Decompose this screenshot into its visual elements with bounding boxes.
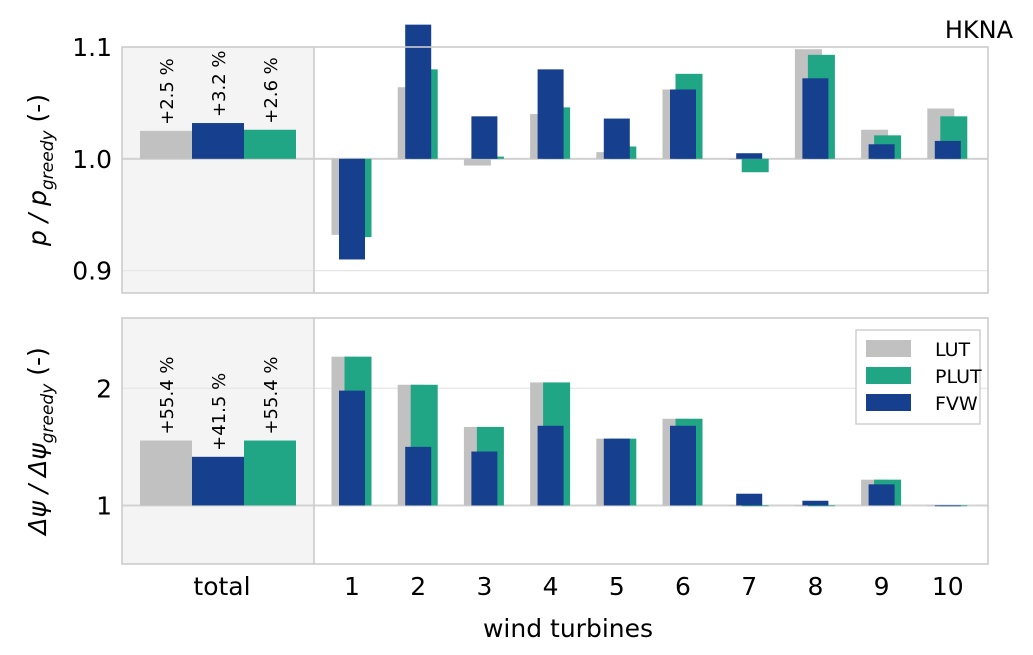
x-tick-label: 10: [932, 572, 964, 601]
power-total-bar-fvw: [192, 123, 244, 159]
power-bar-fvw: [339, 158, 365, 260]
misalignment-bar-fvw: [603, 438, 630, 506]
power-bar-lut: [463, 158, 491, 166]
misalignment-total-bar-lut: [140, 440, 192, 506]
misalignment-total-bar-fvw: [192, 456, 244, 506]
misalignment-bar-fvw: [736, 493, 763, 506]
x-tick-label: 7: [741, 572, 757, 601]
x-tick-label: 1: [344, 572, 360, 601]
power-bar-fvw: [670, 89, 696, 159]
misalignment-total-annotation: +55.4 %: [157, 357, 178, 435]
x-tick-label: 8: [807, 572, 823, 601]
misalignment-bar-fvw: [405, 446, 432, 506]
misalignment-bar-fvw: [339, 390, 365, 506]
misalignment-total-annotation: +55.4 %: [261, 357, 282, 435]
misalignment-bar-fvw: [934, 505, 961, 507]
power-y-tick-label: 1.0: [72, 145, 112, 174]
power-total-bar-plut: [244, 129, 296, 159]
power-bars: [140, 24, 968, 260]
power-bar-fvw: [868, 144, 895, 159]
misalignment-bar-fvw: [868, 484, 895, 506]
x-tick-label-total: total: [193, 572, 250, 601]
power-bar-fvw: [934, 140, 961, 159]
power-y-axis-label: p / pgreedy (-): [23, 94, 58, 247]
x-tick-label: 6: [675, 572, 691, 601]
x-tick-label: 9: [874, 572, 890, 601]
misalignment-annotations: +55.4 % +41.5 % +55.4 %: [157, 357, 282, 451]
x-tick-label: 3: [476, 572, 492, 601]
misalignment-bar-fvw: [802, 500, 829, 506]
legend: LUT PLUT FVW: [855, 329, 982, 425]
x-tick-label: 4: [543, 572, 559, 601]
legend-swatch-lut: [866, 340, 911, 357]
legend-label-fvw: FVW: [935, 393, 978, 415]
misalignment-bars: [140, 356, 968, 507]
power-total-annotation: +3.2 %: [209, 50, 230, 117]
misalignment-bar-fvw: [471, 451, 498, 506]
power-total-bar-lut: [140, 130, 192, 159]
legend-label-plut: PLUT: [935, 366, 982, 388]
power-bar-fvw: [405, 24, 432, 159]
misalignment-y-tick-label: 1: [96, 491, 112, 520]
power-panel: +2.5 % +3.2 % +2.6 % 0.9 1.0 1.1 p / pgreedy…: [23, 24, 989, 294]
x-tick-label: 5: [609, 572, 625, 601]
power-bar-fvw: [471, 116, 498, 159]
x-tick-label: 2: [410, 572, 426, 601]
power-total-annotation: +2.6 %: [261, 57, 282, 124]
power-y-ticks: 0.9 1.0 1.1: [72, 33, 112, 286]
x-axis-label: wind turbines: [483, 614, 653, 643]
misalignment-y-tick-label: 2: [96, 374, 112, 403]
misalignment-bar-plut: [741, 505, 769, 507]
power-total-background: [122, 47, 314, 293]
legend-label-lut: LUT: [935, 339, 971, 361]
power-panel-frame: [121, 46, 989, 294]
misalignment-total-annotation: +41.5 %: [209, 373, 230, 451]
misalignment-y-ticks: 12: [96, 374, 112, 520]
misalignment-total-bar-plut: [244, 440, 296, 506]
power-annotations: +2.5 % +3.2 % +2.6 %: [157, 50, 282, 124]
figure-label: HKNA: [945, 16, 1014, 44]
power-total-annotation: +2.5 %: [157, 58, 178, 125]
power-bar-plut: [741, 158, 769, 173]
power-bar-fvw: [537, 69, 564, 159]
legend-swatch-plut: [866, 367, 911, 384]
misalignment-bar-fvw: [537, 425, 564, 506]
power-y-tick-label: 1.1: [72, 33, 112, 62]
x-ticks: total 1 2 3 4 5 6 7 8 9 10: [193, 572, 963, 601]
misalignment-bar-fvw: [670, 425, 696, 506]
misalignment-y-axis-label: Δψ / Δψgreedy (-): [23, 347, 58, 537]
misalignment-panel: +55.4 % +41.5 % +55.4 % 12 Δψ / Δψgreedy (…: [23, 317, 989, 565]
power-bar-fvw: [736, 153, 763, 159]
power-y-tick-label: 0.9: [72, 257, 112, 286]
power-bar-fvw: [603, 118, 630, 159]
legend-swatch-fvw: [866, 394, 911, 411]
misalignment-panel-frame: [121, 317, 989, 565]
power-bar-fvw: [802, 78, 829, 159]
misalignment-bar-plut: [807, 505, 835, 507]
